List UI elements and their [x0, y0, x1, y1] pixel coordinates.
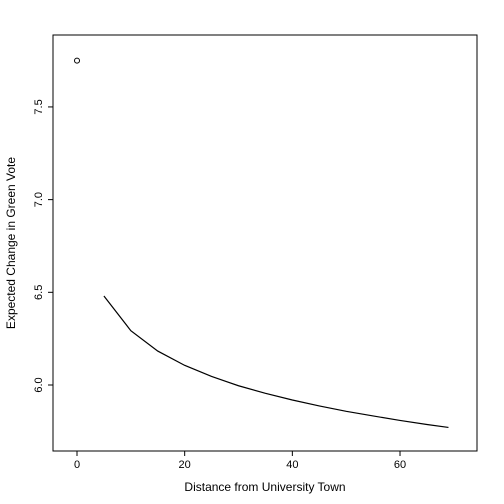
x-tick-label: 60 [394, 459, 406, 471]
y-tick-label: 6.0 [33, 377, 45, 392]
curve [103, 295, 449, 429]
x-axis-title: Distance from University Town [184, 480, 345, 494]
y-tick-label: 6.5 [33, 285, 45, 300]
x-tick-label: 40 [286, 459, 298, 471]
x-tick-label: 0 [74, 459, 80, 471]
y-tick-label: 7.5 [33, 99, 45, 114]
y-tick-label: 7.0 [33, 192, 45, 207]
plot-frame [52, 34, 478, 452]
x-tick-label: 20 [179, 459, 191, 471]
point [74, 57, 81, 64]
y-axis-title: Expected Change in Green Vote [4, 157, 18, 329]
